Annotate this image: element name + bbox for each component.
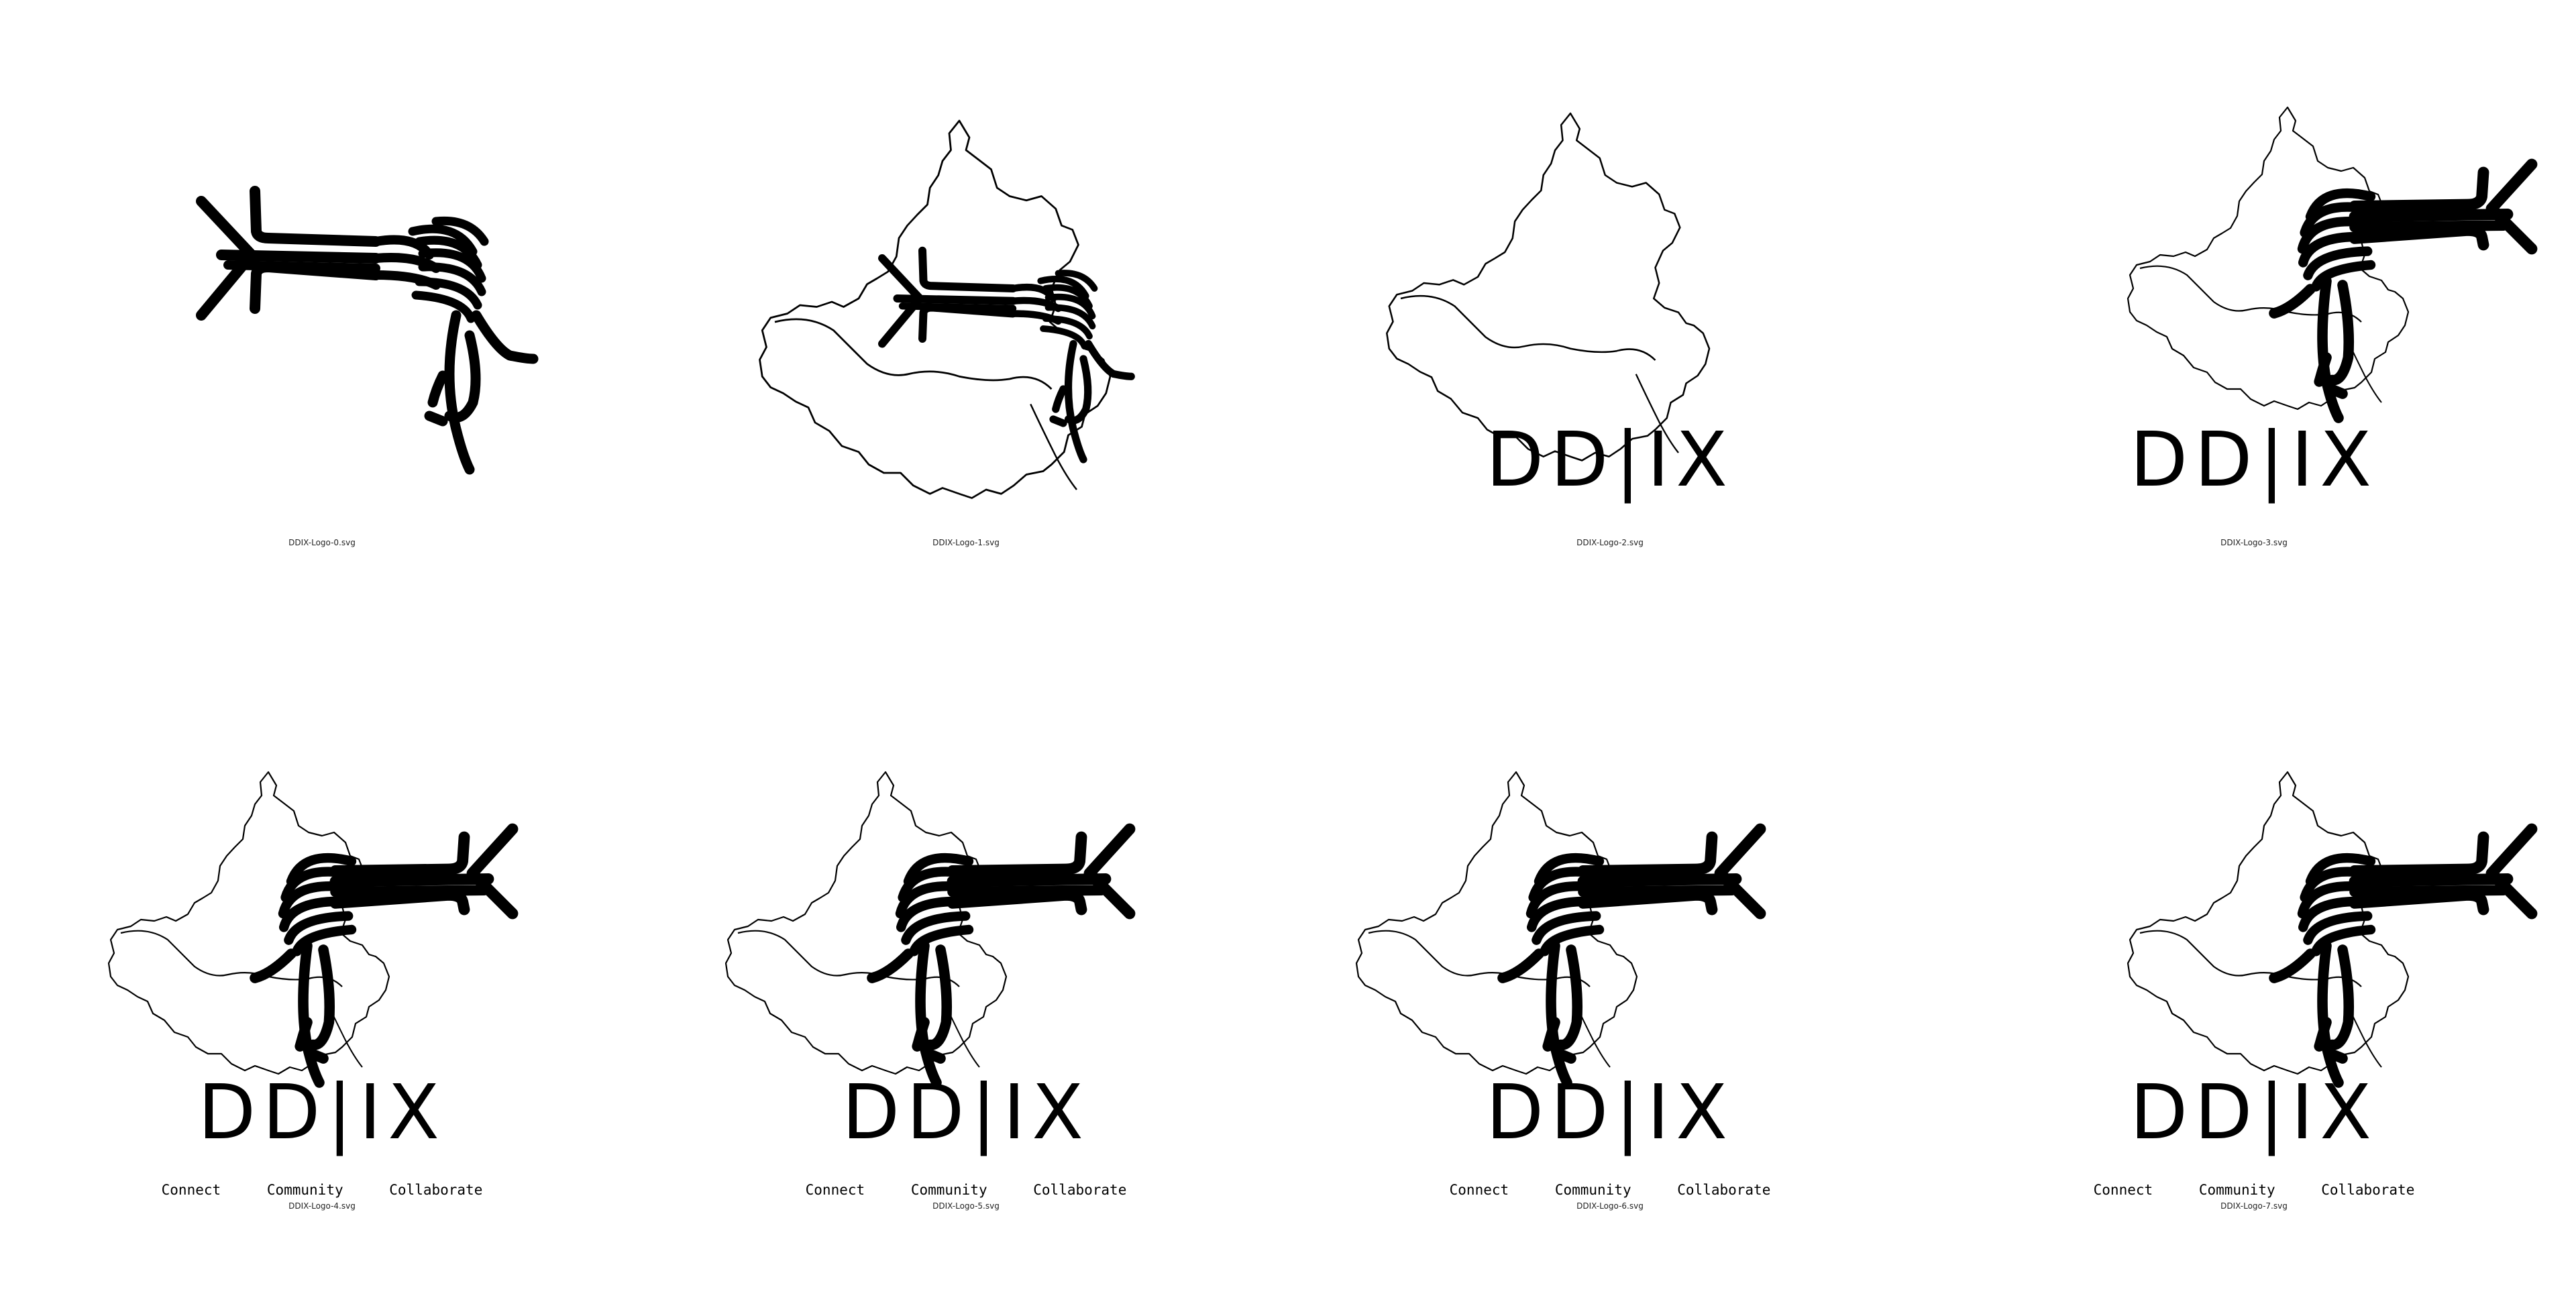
tagline-item: Collaborate [1033, 1182, 1127, 1198]
tagline: Connect Community Collaborate [0, 1183, 644, 1197]
logo-tile-4: DD|IX Connect Community Collaborate DDIX… [0, 658, 644, 1316]
tagline-item: Connect [161, 1182, 221, 1198]
tagline-item: Community [910, 1182, 987, 1198]
logo-tile-1: DDIX-Logo-1.svg [644, 0, 1288, 658]
tagline-item: Connect [805, 1182, 865, 1198]
tagline-item: Collaborate [2321, 1182, 2415, 1198]
logo-tile-3: DD|IX DDIX-Logo-3.svg [1932, 0, 2576, 658]
ddix-logo-4-graphic [107, 771, 644, 1316]
ddix-logo-6-graphic [1355, 771, 1932, 1316]
tagline: Connect Community Collaborate [644, 1183, 1288, 1197]
tagline: Connect Community Collaborate [1288, 1183, 1932, 1197]
logo-filename: DDIX-Logo-2.svg [1576, 538, 1644, 547]
logo-filename: DDIX-Logo-5.svg [932, 1201, 1000, 1211]
wordmark: DD|IX [842, 1069, 1090, 1156]
tagline-item: Community [266, 1182, 343, 1198]
logo-tile-5: DD|IX Connect Community Collaborate DDIX… [644, 658, 1288, 1316]
wordmark: DD|IX [2130, 417, 2378, 504]
ddix-logo-5-graphic [724, 771, 1288, 1316]
logo-filename: DDIX-Logo-7.svg [2220, 1201, 2288, 1211]
logo-tile-0: DDIX-Logo-0.svg [0, 0, 644, 658]
logo-filename: DDIX-Logo-3.svg [2220, 538, 2288, 547]
ddix-logo-2-graphic [1386, 112, 1711, 461]
ddix-logo-3-graphic [2127, 106, 2576, 658]
logo-filename: DDIX-Logo-1.svg [932, 538, 1000, 547]
ddix-logo-7-graphic [2127, 771, 2576, 1316]
logo-filename: DDIX-Logo-6.svg [1576, 1201, 1644, 1211]
ddix-logo-0-graphic [0, 0, 644, 658]
tagline: Connect Community Collaborate [1932, 1183, 2576, 1197]
ddix-logo-1-graphic [759, 119, 1288, 499]
logo-tile-2: DD|IX DDIX-Logo-2.svg [1288, 0, 1932, 658]
tagline-item: Connect [2093, 1182, 2153, 1198]
tagline-item: Collaborate [389, 1182, 483, 1198]
tagline-item: Collaborate [1677, 1182, 1771, 1198]
wordmark: DD|IX [1486, 1069, 1734, 1156]
logo-tile-7: DD|IX Connect Community Collaborate DDIX… [1932, 658, 2576, 1316]
wordmark: DD|IX [1486, 417, 1734, 504]
tagline-item: Community [1554, 1182, 1631, 1198]
tagline-item: Community [2198, 1182, 2275, 1198]
logo-filename: DDIX-Logo-0.svg [288, 538, 356, 547]
wordmark: DD|IX [198, 1069, 446, 1156]
logo-tile-6: DD|IX Connect Community Collaborate DDIX… [1288, 658, 1932, 1316]
tagline-item: Connect [1449, 1182, 1509, 1198]
logo-filename: DDIX-Logo-4.svg [288, 1201, 356, 1211]
wordmark: DD|IX [2130, 1069, 2378, 1156]
